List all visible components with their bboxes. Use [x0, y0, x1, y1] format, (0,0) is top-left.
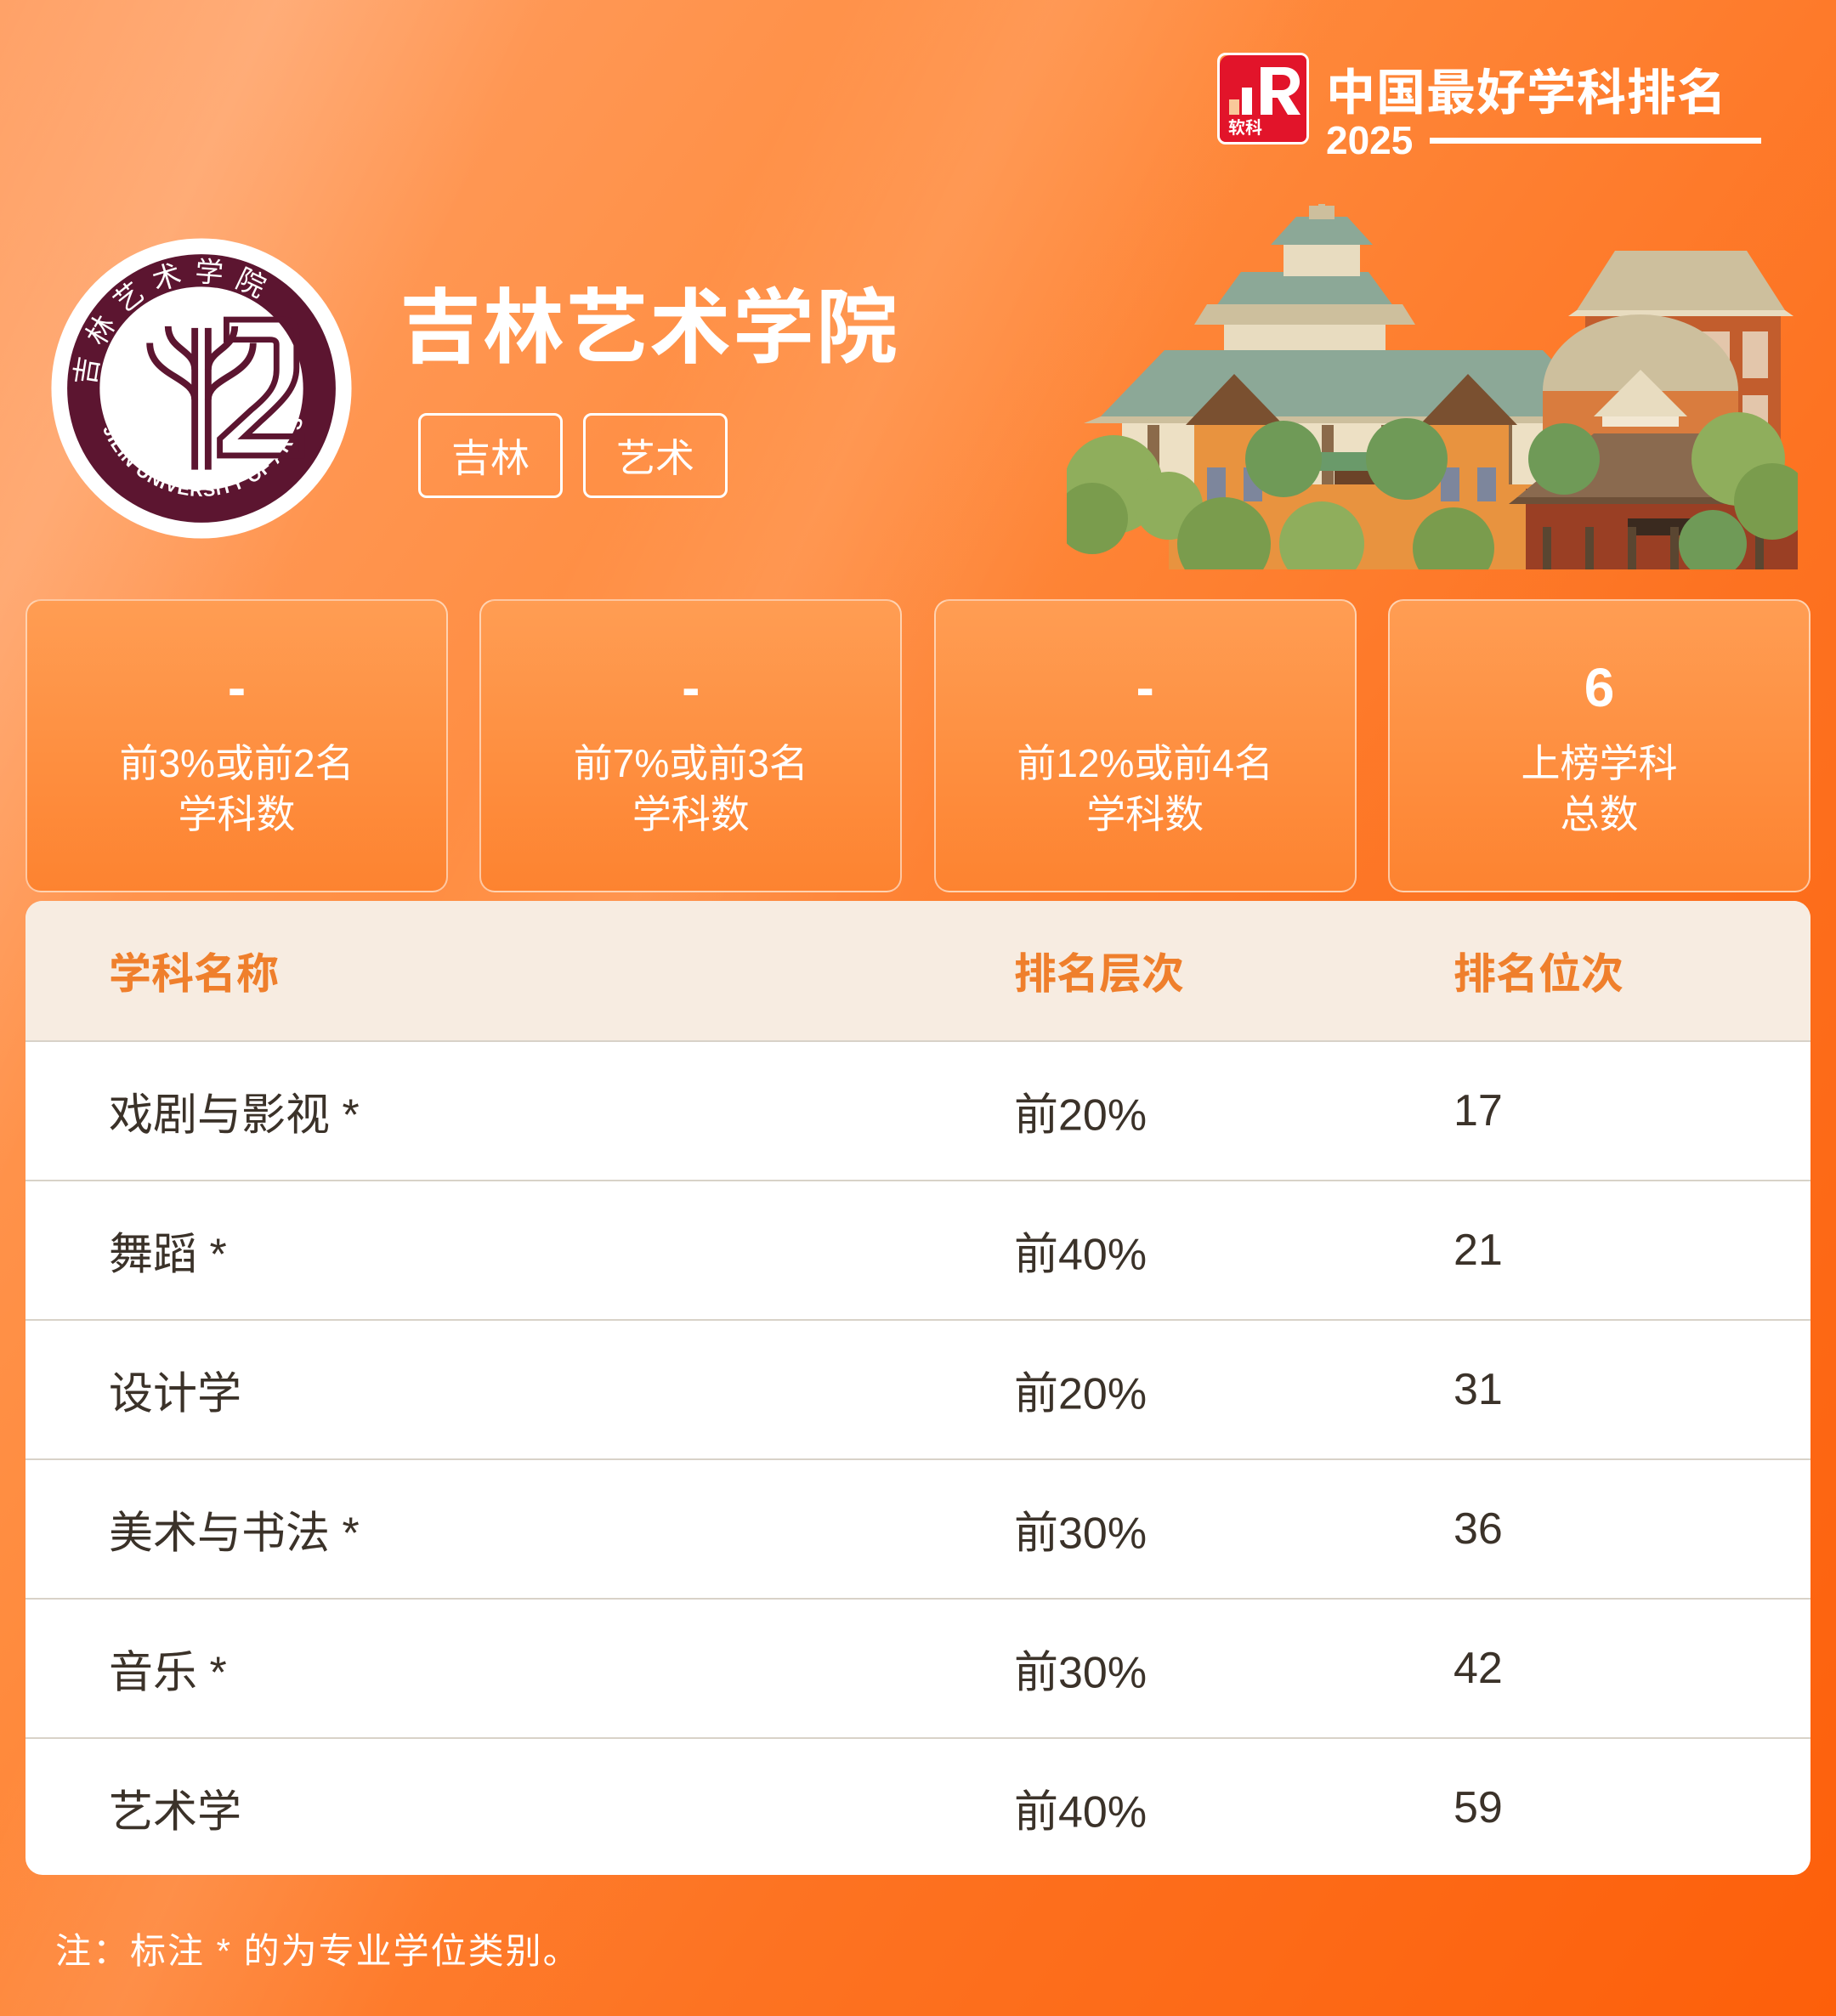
- svg-text:软科: 软科: [1228, 114, 1262, 139]
